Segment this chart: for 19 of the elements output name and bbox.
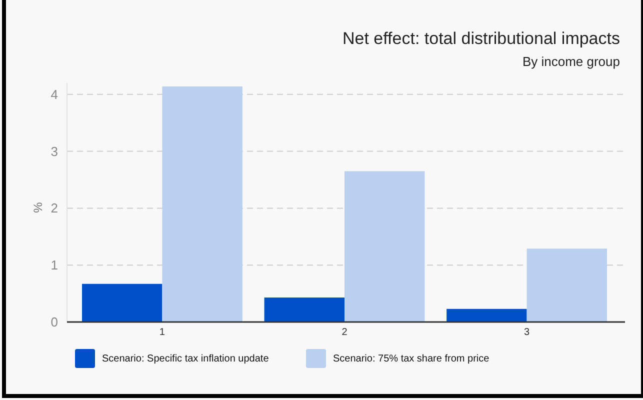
y-tick-label: 0	[50, 314, 58, 330]
y-tick-label: 1	[50, 258, 58, 273]
bar	[162, 86, 242, 322]
x-tick-label: 1	[159, 327, 166, 338]
x-tick-label: 3	[524, 327, 530, 338]
y-tick-label: 2	[50, 200, 58, 216]
chart-title: Net effect: total distributional impacts	[342, 29, 620, 48]
bar	[446, 308, 527, 322]
chart-subtitle: By income group	[522, 54, 620, 69]
bar	[526, 248, 607, 322]
bar	[82, 284, 162, 322]
bar	[264, 298, 344, 322]
x-tick-label: 2	[342, 327, 348, 338]
y-axis-title: %	[31, 202, 45, 213]
y-tick-label: 3	[50, 144, 58, 159]
legend-label: Scenario: 75% tax share from price	[333, 354, 490, 364]
legend-label: Scenario: Specific tax inflation update	[102, 354, 270, 364]
bar	[344, 171, 425, 322]
y-tick-label: 4	[50, 86, 58, 102]
